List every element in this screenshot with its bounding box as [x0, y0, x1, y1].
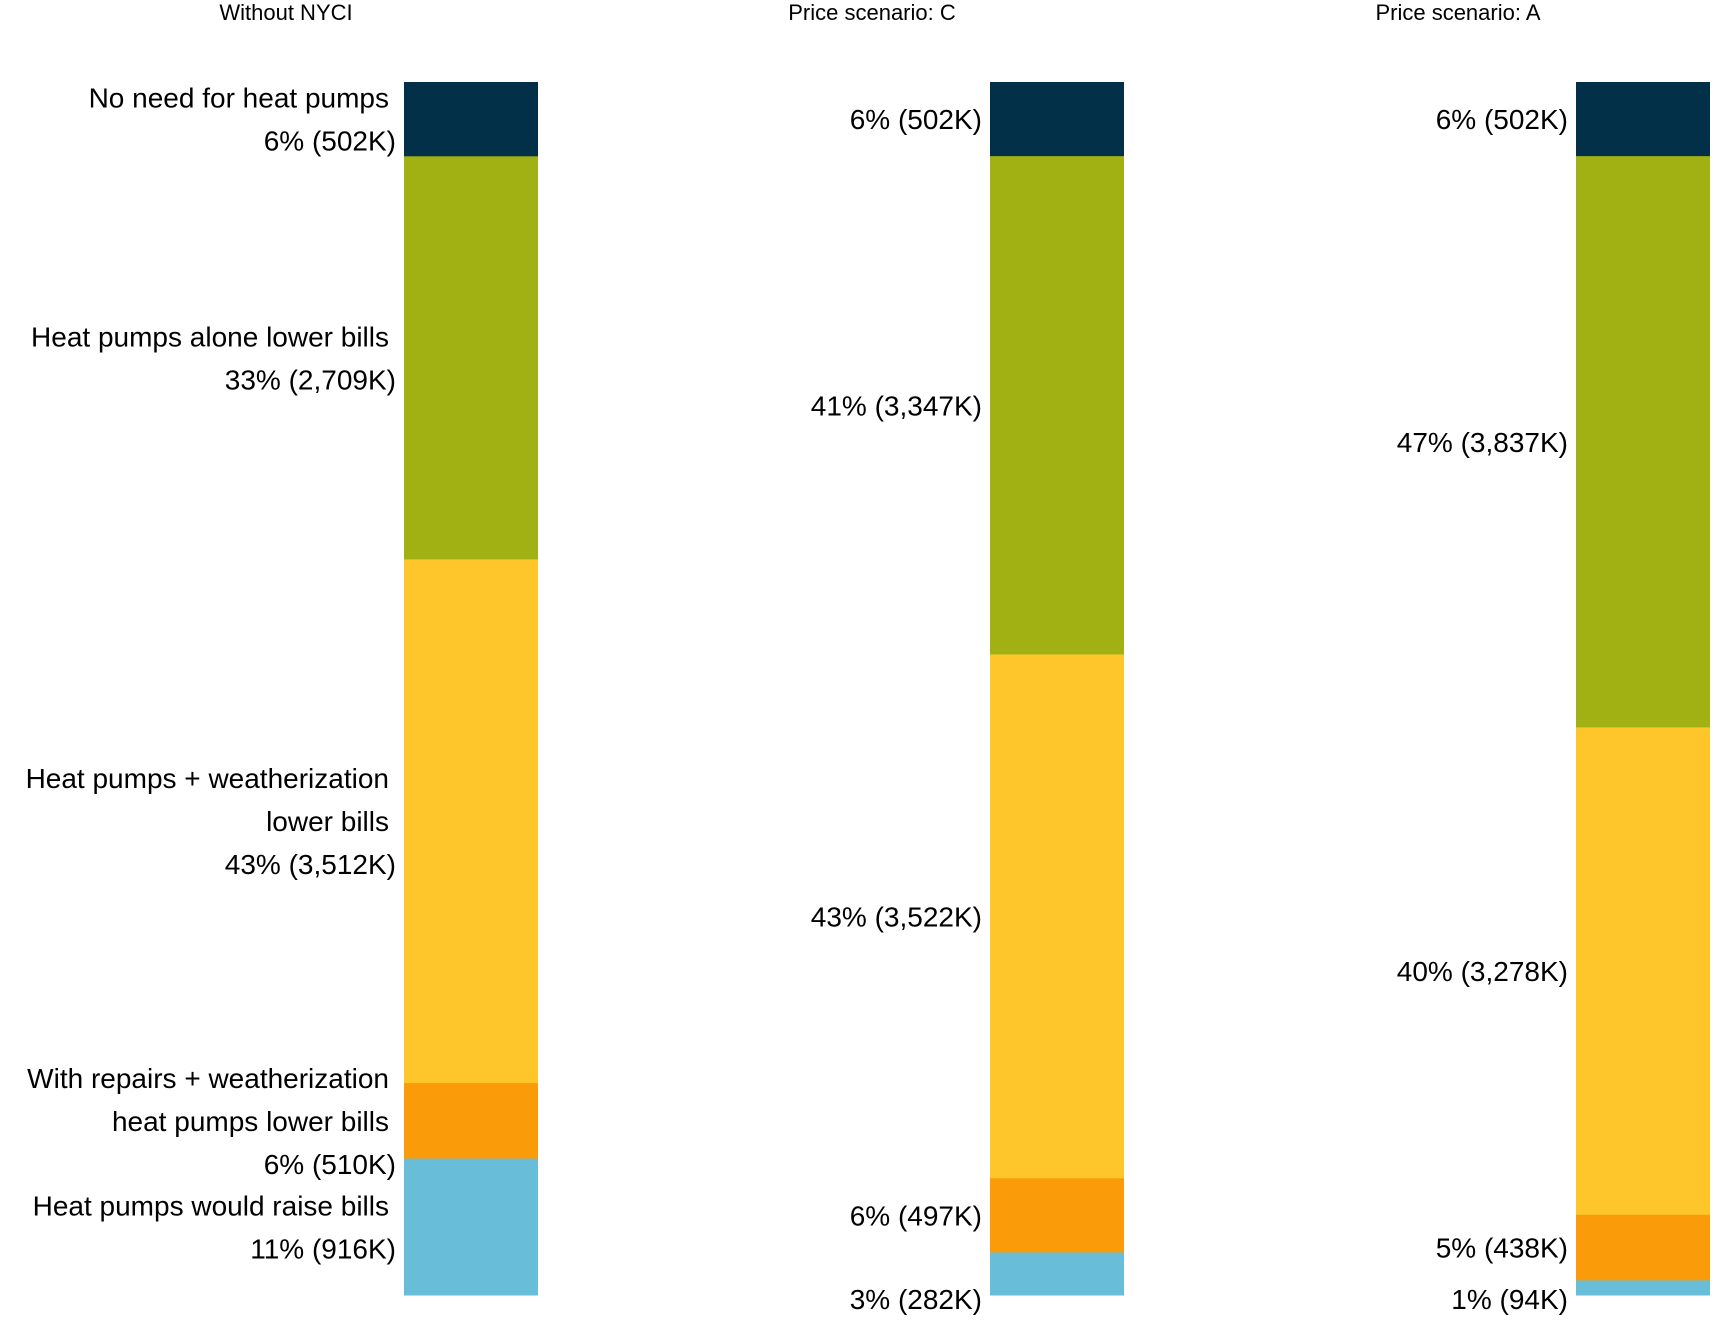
- category-label: Heat pumps alone lower bills: [31, 321, 389, 352]
- category-label: With repairs + weatherization: [27, 1063, 389, 1094]
- bar-segment-hp-weatherization: [1576, 727, 1710, 1216]
- value-label: 1% (94K): [1451, 1284, 1568, 1315]
- category-label: heat pumps lower bills: [112, 1106, 389, 1137]
- value-label: 40% (3,278K): [1397, 956, 1568, 987]
- value-label: 6% (510K): [264, 1149, 396, 1180]
- bar-segment-raise-bills: [1576, 1280, 1710, 1296]
- bar-segment-hp-alone: [1576, 156, 1710, 728]
- value-label: 5% (438K): [1436, 1233, 1568, 1264]
- bar-segment-hp-alone: [404, 156, 538, 560]
- value-label: 43% (3,512K): [225, 849, 396, 880]
- bar-segment-repairs-weatherization: [404, 1083, 538, 1160]
- panel-title: Without NYCI: [219, 0, 352, 25]
- value-label: 3% (282K): [850, 1284, 982, 1315]
- value-label: 33% (2,709K): [225, 364, 396, 395]
- bar-segment-hp-weatherization: [990, 654, 1124, 1179]
- bar-segment-hp-alone: [990, 156, 1124, 655]
- value-label: 6% (502K): [850, 104, 982, 135]
- panel-title: Price scenario: A: [1375, 0, 1540, 25]
- value-label: 6% (497K): [850, 1200, 982, 1231]
- category-label: No need for heat pumps: [89, 83, 389, 114]
- value-label: 43% (3,522K): [811, 901, 982, 932]
- value-label: 47% (3,837K): [1397, 427, 1568, 458]
- bar-segment-hp-weatherization: [404, 559, 538, 1084]
- category-label: Heat pumps + weatherization: [26, 763, 389, 794]
- bar-segment-no-need: [404, 82, 538, 157]
- panel-title: Price scenario: C: [788, 0, 956, 25]
- bar-segment-repairs-weatherization: [990, 1178, 1124, 1253]
- bar-segment-no-need: [990, 82, 1124, 157]
- bar-segment-no-need: [1576, 82, 1710, 157]
- bar-segment-repairs-weatherization: [1576, 1214, 1710, 1281]
- category-label: lower bills: [266, 806, 389, 837]
- value-label: 6% (502K): [1436, 104, 1568, 135]
- bar-segment-raise-bills: [404, 1158, 538, 1296]
- category-label: Heat pumps would raise bills: [33, 1190, 389, 1221]
- value-label: 41% (3,347K): [811, 390, 982, 421]
- bar-segment-raise-bills: [990, 1252, 1124, 1296]
- value-label: 11% (916K): [250, 1233, 396, 1264]
- value-label: 6% (502K): [264, 126, 396, 157]
